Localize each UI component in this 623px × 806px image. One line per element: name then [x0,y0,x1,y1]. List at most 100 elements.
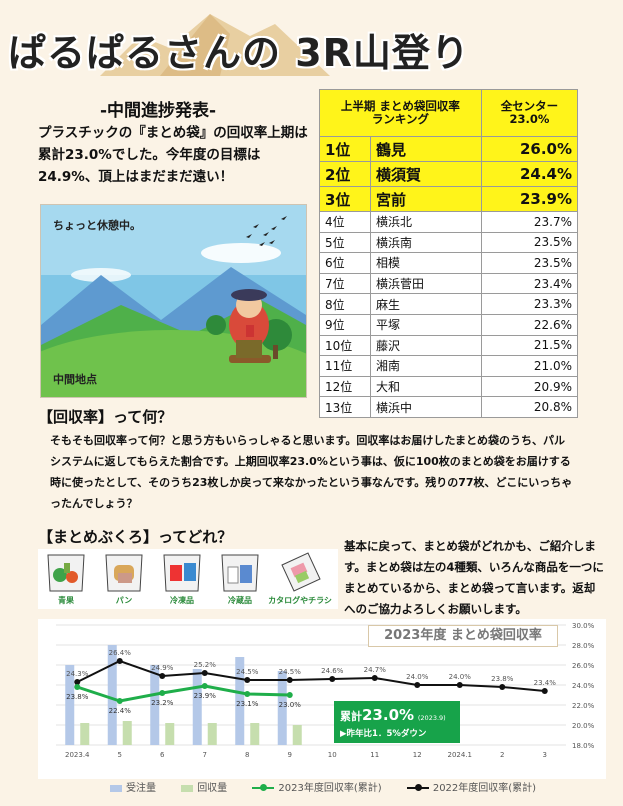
ranking-rate: 23.5% [480,231,579,254]
x-tick-label: 10 [328,751,337,759]
line-2023-data-label: 22.4% [109,707,132,715]
line-2023-data-label: 23.1% [236,700,259,708]
legend-item-orders: 受注量 [110,779,156,794]
order-bar [192,669,202,745]
ranking-rate: 26.0% [480,136,579,162]
y2-tick-label: 30.0% [572,622,595,630]
ranking-row: 10位 藤沢 21.5% [319,334,579,357]
ranking-row: 3位 宮前 23.9% [319,186,579,212]
line-2023-point [74,684,81,690]
section-heading-recovery-rate: 【回収率】って何？ [38,408,173,426]
page-subtitle: -中間進捗発表- [100,101,217,121]
line-2022-data-label: 24.6% [321,667,344,675]
ranking-position: 11位 [319,355,371,377]
ranking-center-name: 鶴見 [370,136,482,162]
ranking-center-name: 横浜南 [370,231,482,254]
cumulative-callout: 累計23.0% (2023.9) ▶昨年比1．5%ダウン [334,701,460,743]
return-bar [207,723,217,745]
ranking-center-name: 藤沢 [370,334,482,357]
order-bar [277,671,287,745]
y2-tick-label: 22.0% [572,702,595,710]
ranking-position: 1位 [319,136,371,162]
ranking-rate: 23.4% [480,272,579,295]
ranking-rate: 22.6% [480,313,579,336]
y2-tick-label: 18.0% [572,742,595,750]
frozen-bag-icon: 冷凍品 [158,551,206,609]
legend-label: 受注量 [126,783,156,794]
x-tick-label: 8 [245,751,249,759]
callout-date: (2023.9) [417,714,446,722]
x-tick-label: 2024.1 [448,751,473,759]
legend-label: 回収量 [197,783,228,794]
line-2022-data-label: 25.2% [194,661,217,669]
ranking-row: 7位 横浜菅田 23.4% [319,272,579,295]
ranking-rate: 21.0% [480,355,579,377]
line-2022-data-label: 24.5% [236,668,259,676]
line-2022-data-label: 23.8% [491,675,514,683]
legend-item-2022: 2022年度回収率(累計) [406,779,537,794]
ranking-position: 9位 [319,313,371,336]
line-2022-point [541,688,548,694]
line-2022-point [244,677,251,683]
ranking-position: 13位 [319,396,371,418]
line-2022-data-label: 24.5% [279,668,302,676]
chart-legend: 受注量 回収量 2023年度回収率(累計) 2022年度回収率(累計) [110,779,580,795]
x-tick-label: 7 [203,751,207,759]
ranking-center-name: 湘南 [370,355,482,377]
return-bar [122,721,132,745]
illustration-caption-bottom: 中間地点 [53,373,97,386]
page-title: ぱるぱるさんの 3R山登り [8,31,470,75]
ranking-rate: 23.7% [480,211,579,233]
bag-label: 冷凍品 [170,596,194,605]
callout-label: 累計 [340,710,362,723]
line-2023-point [244,691,251,697]
bag-label: カタログやチラシ [268,596,332,605]
callout-value: 23.0% [362,706,415,724]
ranking-position: 10位 [319,334,371,357]
line-2023-point [159,690,166,696]
line-2023-data-label: 23.9% [194,692,217,700]
order-bar [150,665,160,745]
x-tick-label: 12 [413,751,422,759]
ranking-center-name: 横須賀 [370,161,482,187]
x-tick-label: 5 [118,751,122,759]
bag-label: パン [115,596,133,605]
ranking-position: 2位 [319,161,371,187]
line-2023-data-label: 23.8% [66,693,89,701]
line-2022-point [456,682,463,688]
return-bar [165,723,175,745]
x-tick-label: 11 [370,751,379,759]
x-tick-label: 6 [160,751,165,759]
ranking-row: 5位 横浜南 23.5% [319,231,579,254]
produce-bag-icon: 青果 [42,551,90,609]
line-2022-data-label: 24.0% [449,673,472,681]
section-body-recovery-rate: そもそも回収率って何？と思う方もいらっしゃると思います。回収率はお届けしたまとめ… [50,434,573,510]
line-2022-data-label: 24.7% [364,666,387,674]
ranking-row: 8位 麻生 23.3% [319,293,579,315]
hiker-illustration: ちょっと休憩中。 中間地点 [40,204,307,398]
legend-label: 2022年度回収率(累計) [432,783,537,794]
line-2022 [76,659,545,692]
line-2023 [76,684,290,703]
ranking-rate: 23.3% [480,293,579,315]
ranking-header-title: 上半期 まとめ袋回収率 ランキング [319,89,482,137]
ranking-position: 4位 [319,211,371,233]
line-2022-point [116,658,123,664]
bread-bag-icon: パン [100,551,148,609]
legend-item-returns: 回収量 [181,779,227,794]
ranking-position: 3位 [319,186,371,212]
line-2022-data-label: 26.4% [109,649,132,657]
return-bar [80,723,90,745]
ranking-rate: 20.8% [480,396,579,418]
illustration-caption-top: ちょっと休憩中。 [53,219,141,232]
order-bar [65,665,75,745]
x-tick-label: 9 [288,751,292,759]
ranking-center-name: 相模 [370,252,482,274]
bag-icons-row: 青果 パン 冷凍品 冷蔵品 カタログやチラシ [38,549,338,609]
bag-label: 青果 [58,596,74,605]
line-2022-point [74,679,81,685]
return-bar [292,725,302,745]
section-heading-bags: 【まとめぶくろ】ってどれ？ [38,528,233,546]
ranking-rate: 23.9% [480,186,579,212]
ranking-row: 11位 湘南 21.0% [319,355,579,377]
